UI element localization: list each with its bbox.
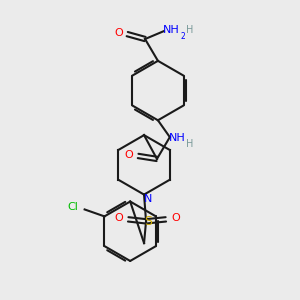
Text: O: O: [125, 150, 134, 160]
Text: NH: NH: [169, 133, 186, 143]
Text: O: O: [171, 213, 180, 224]
Text: N: N: [144, 194, 152, 203]
Text: 2: 2: [181, 32, 186, 41]
Text: S: S: [145, 215, 152, 228]
Text: Cl: Cl: [68, 202, 79, 212]
Text: O: O: [114, 213, 123, 224]
Text: O: O: [114, 28, 123, 38]
Text: NH: NH: [163, 25, 180, 35]
Text: H: H: [186, 25, 194, 35]
Text: H: H: [186, 139, 193, 148]
